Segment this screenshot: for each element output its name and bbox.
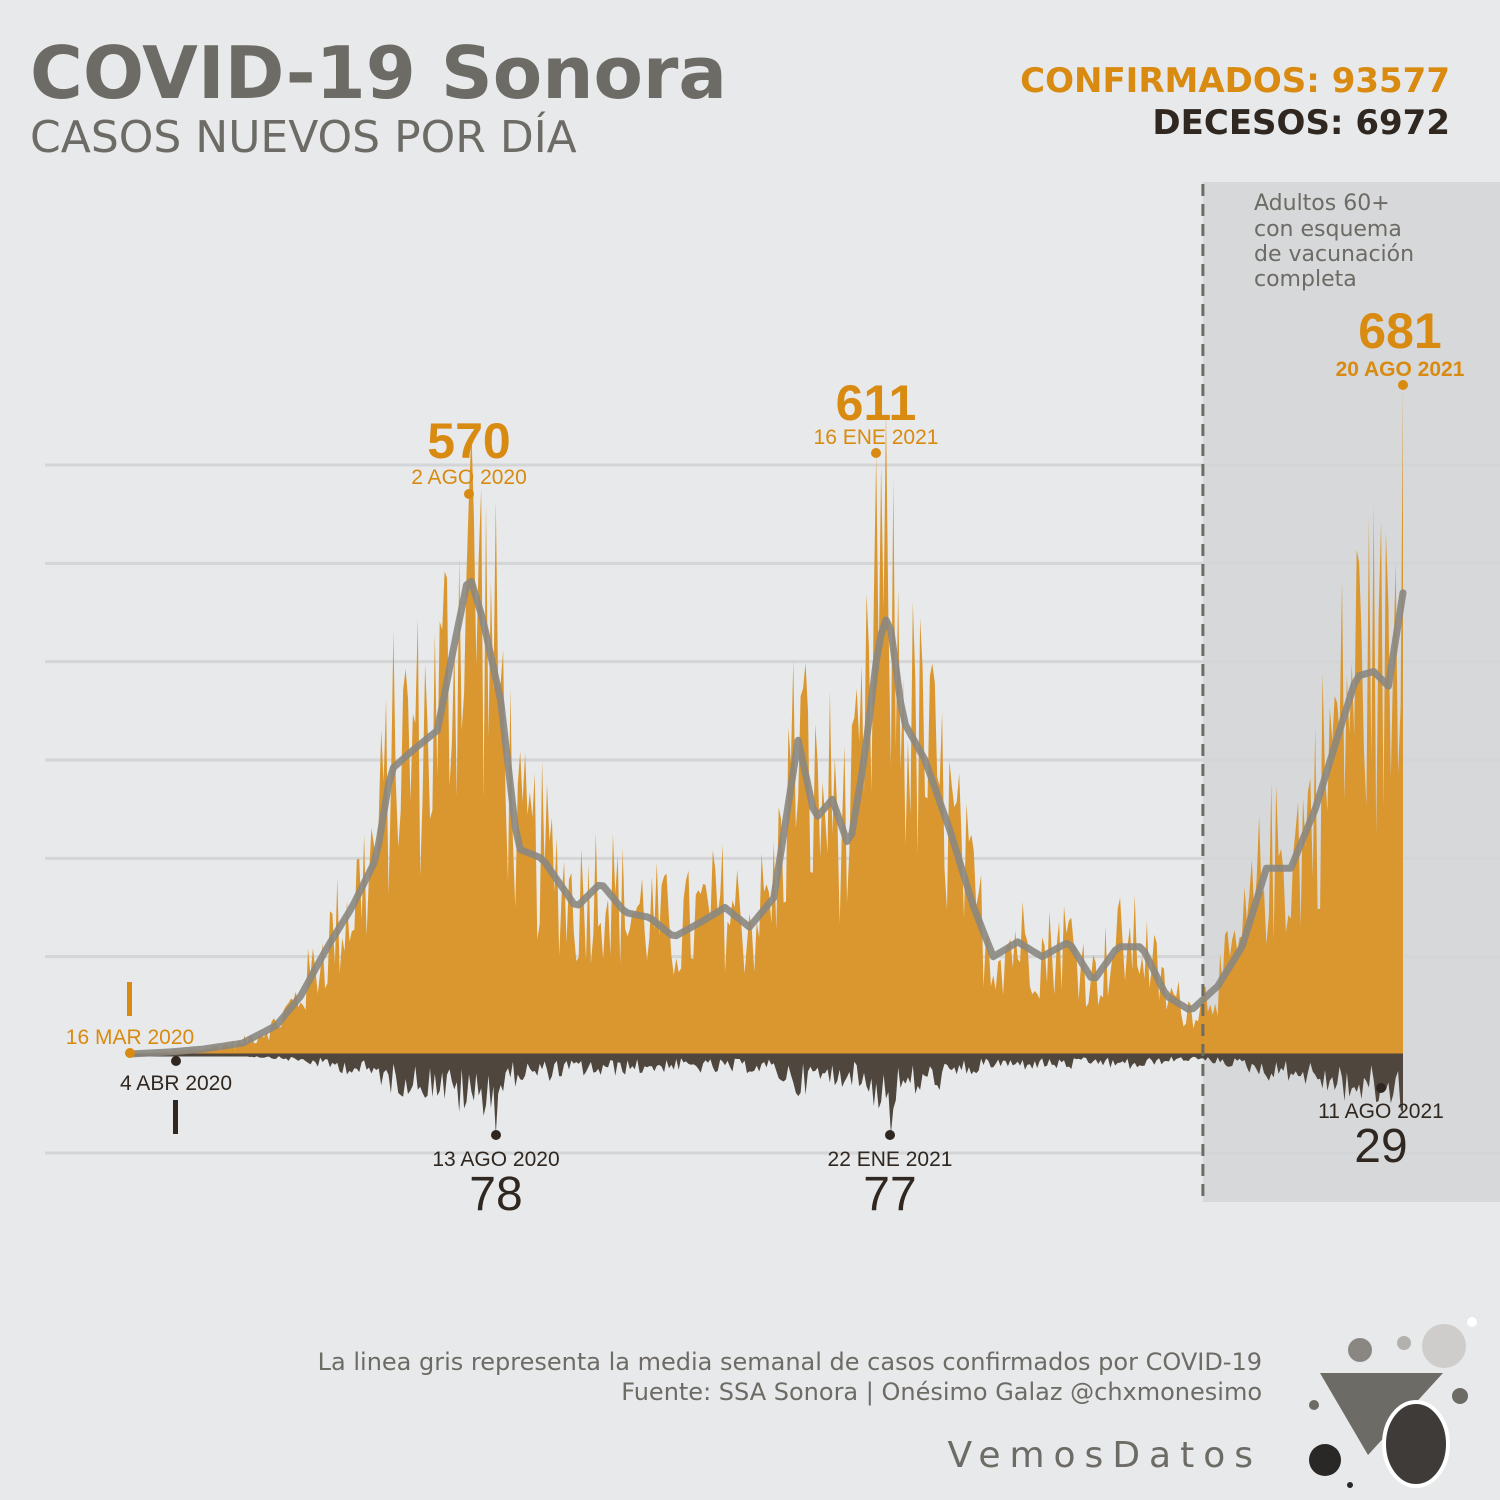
chart-title: COVID-19 Sonora <box>30 31 727 115</box>
grid-lines <box>45 463 1500 1155</box>
peak3-deaths-value: 29 <box>1354 1120 1407 1173</box>
peak2-deaths-date: 22 ENE 2021 <box>828 1148 953 1171</box>
weekly-average-line <box>126 577 1407 1058</box>
annotations: 16 MAR 2020 1 4 ABR 2020 1 570 2 AGO 202… <box>66 303 1465 1221</box>
peak3-deaths-dot <box>1376 1083 1386 1093</box>
vaccination-note: Adultos 60+ con esquema de vacunación co… <box>1254 191 1414 292</box>
first-death-marker <box>173 1100 178 1134</box>
chart-subtitle: CASOS NUEVOS POR DÍA <box>30 110 577 163</box>
brand-wordmark: VemosDatos <box>947 1435 1262 1476</box>
first-case-dot <box>125 1048 135 1058</box>
peak1-cases-value: 570 <box>427 413 510 469</box>
peak3-cases-dot <box>1398 380 1408 390</box>
footer-note: La linea gris representa la media semana… <box>318 1348 1262 1376</box>
peak3-cases-date: 20 AGO 2021 <box>1336 358 1465 381</box>
vaccination-note-line-2: con esquema <box>1254 217 1402 242</box>
vaccination-note-line-4: completa <box>1254 267 1357 292</box>
peak2-cases-dot <box>871 448 881 458</box>
peak2-deaths-value: 77 <box>863 1168 916 1221</box>
peak1-cases-date: 2 AGO 2020 <box>411 466 527 489</box>
footer-source: Fuente: SSA Sonora | Onésimo Galaz @chxm… <box>621 1378 1262 1406</box>
peak3-cases-value: 681 <box>1358 303 1441 359</box>
peak1-cases-dot <box>464 489 474 499</box>
vaccination-note-line-1: Adultos 60+ <box>1254 191 1390 216</box>
peak2-cases-date: 16 ENE 2021 <box>814 426 939 449</box>
peak2-cases-value: 611 <box>836 375 917 431</box>
peak2-deaths-dot <box>885 1130 895 1140</box>
peak1-deaths-date: 13 AGO 2020 <box>432 1148 559 1171</box>
confirmed-total: CONFIRMADOS: 93577 <box>1020 61 1450 101</box>
vaccination-note-line-3: de vacunación <box>1254 242 1414 267</box>
first-case-date: 16 MAR 2020 <box>66 1026 194 1049</box>
first-case-marker <box>127 982 132 1016</box>
cases-area <box>130 385 1403 1055</box>
vemosdatos-logo-icon <box>1309 1317 1477 1488</box>
footer-spacer <box>0 1230 1500 1340</box>
first-death-dot <box>171 1056 181 1066</box>
first-death-date: 4 ABR 2020 <box>120 1072 232 1095</box>
deaths-total: DECESOS: 6972 <box>1152 103 1450 143</box>
peak1-deaths-dot <box>491 1130 501 1140</box>
peak3-deaths-date: 11 AGO 2021 <box>1318 1100 1444 1123</box>
peak1-deaths-value: 78 <box>469 1168 522 1221</box>
deaths-area <box>130 1055 1403 1135</box>
